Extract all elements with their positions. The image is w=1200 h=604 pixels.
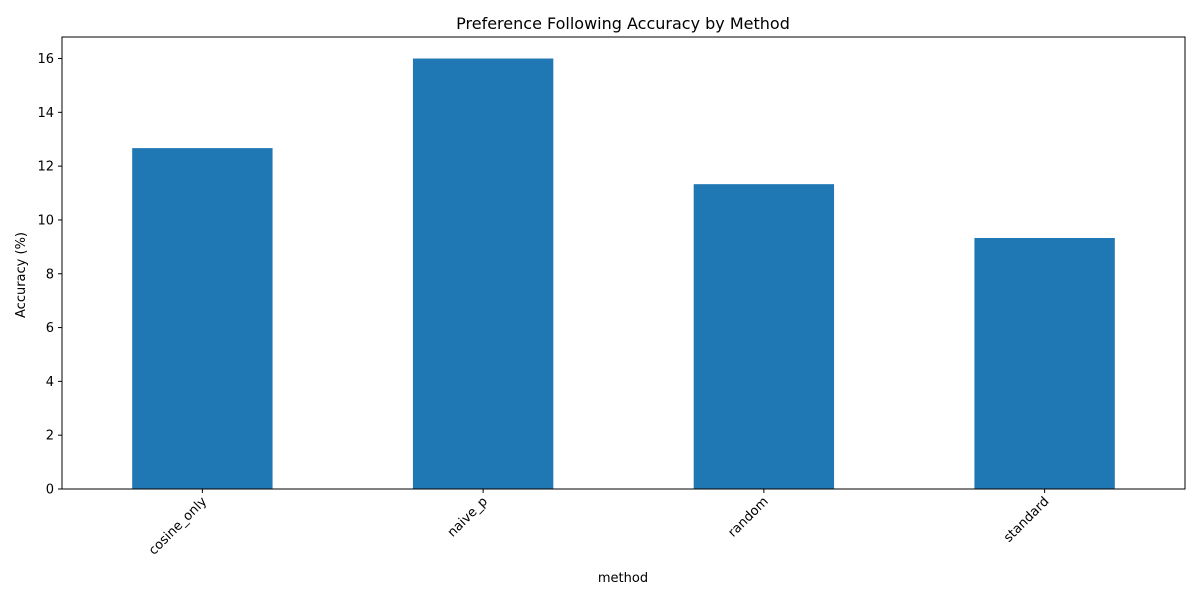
y-axis-label: Accuracy (%) [14, 232, 29, 318]
plot-frame [61, 36, 1186, 490]
y-tick-label: 4 [46, 375, 54, 390]
x-tick-label: standard [1001, 494, 1052, 545]
bar-random [693, 184, 835, 489]
x-tick-label: cosine_only [146, 494, 210, 558]
x-axis-label: method [598, 571, 648, 586]
y-tick-label: 6 [46, 321, 54, 336]
y-tick-label: 2 [46, 429, 54, 444]
x-tick-label: random [725, 494, 771, 540]
y-tick-label: 0 [46, 483, 54, 498]
y-tick-label: 12 [37, 160, 54, 175]
bar-cosine-only [132, 148, 273, 489]
y-axis: 0 2 4 6 8 10 12 14 16 [37, 52, 62, 498]
y-tick-label: 10 [37, 213, 54, 228]
bar-standard [974, 237, 1115, 489]
chart-title: Preference Following Accuracy by Method [456, 14, 790, 33]
x-axis: cosine_only naive_p random standard [146, 489, 1052, 558]
y-tick-label: 16 [37, 52, 54, 67]
x-tick-label: naive_p [445, 494, 491, 540]
bar-naive-p [412, 58, 554, 490]
y-tick-label: 8 [46, 267, 54, 282]
bars-group [132, 58, 1115, 490]
y-tick-label: 14 [37, 106, 54, 121]
